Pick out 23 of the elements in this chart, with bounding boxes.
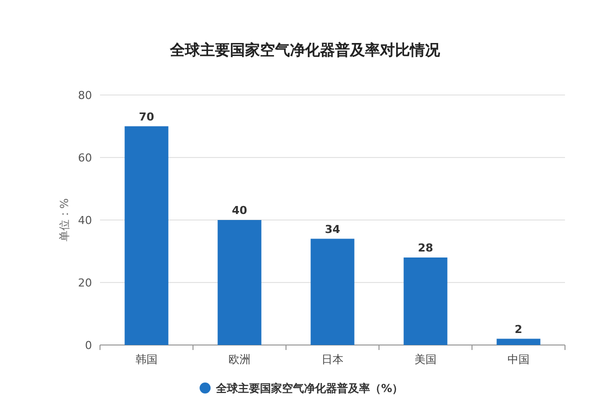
- data-label: 40: [232, 204, 248, 217]
- y-tick-label: 0: [85, 339, 92, 352]
- legend-label: 全球主要国家空气净化器普及率（%）: [215, 382, 404, 395]
- bar: [218, 220, 262, 345]
- y-tick-label: 60: [78, 152, 92, 164]
- x-tick-label: 中国: [508, 353, 530, 366]
- y-tick-label: 80: [78, 89, 92, 102]
- x-tick-label: 欧洲: [228, 353, 250, 366]
- bar: [310, 238, 354, 345]
- bar: [124, 126, 168, 345]
- y-tick-label: 20: [78, 276, 92, 290]
- y-tick-label: 40: [78, 214, 92, 227]
- data-label: 2: [514, 322, 522, 336]
- x-tick-label: 日本: [322, 353, 344, 366]
- y-axis-title: 单位：%: [58, 198, 71, 242]
- x-tick-label: 韩国: [136, 353, 158, 366]
- data-label: 34: [324, 222, 340, 236]
- bar: [404, 258, 448, 345]
- data-label: 28: [418, 242, 434, 254]
- data-label: 70: [138, 110, 154, 124]
- x-tick-label: 美国: [414, 353, 436, 366]
- bar: [496, 338, 540, 345]
- chart-title: 全球主要国家空气净化器普及率对比情况: [169, 41, 441, 59]
